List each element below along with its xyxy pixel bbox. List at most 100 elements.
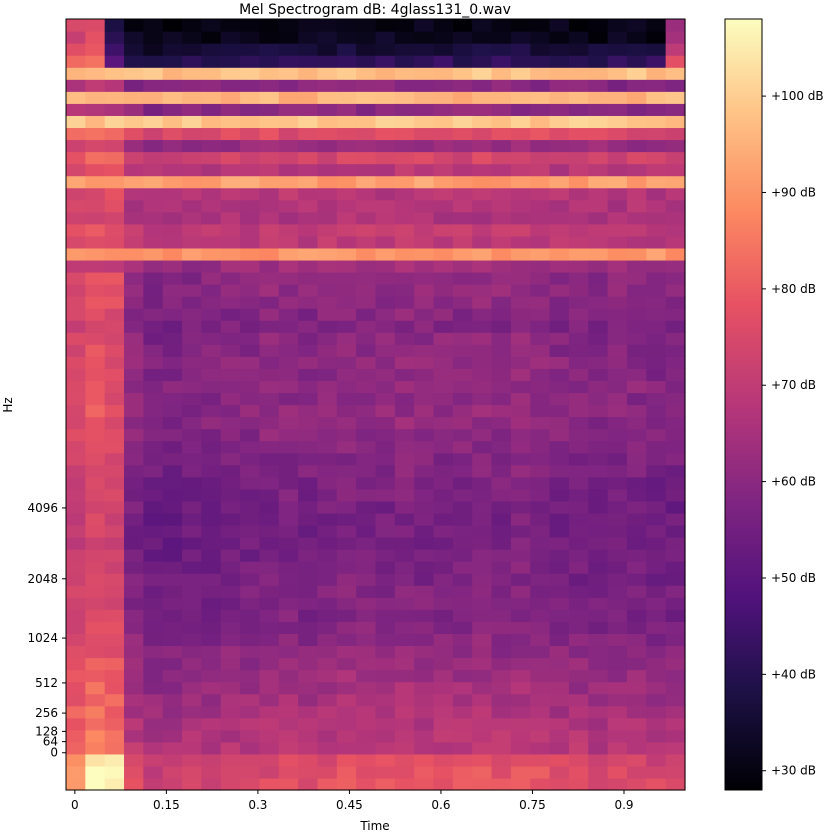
heatmap-cell — [298, 296, 319, 309]
heatmap-cell — [336, 332, 357, 345]
heatmap-cell — [491, 537, 512, 550]
heatmap-cell — [588, 332, 609, 345]
heatmap-cell — [607, 440, 628, 454]
heatmap-cell — [124, 777, 144, 791]
heatmap-cell — [491, 211, 512, 225]
heatmap-cell — [356, 524, 377, 538]
heatmap-cell — [240, 597, 261, 610]
heatmap-cell — [626, 404, 647, 418]
heatmap-cell — [491, 55, 512, 68]
heatmap-cell — [433, 561, 454, 574]
heatmap-cell — [472, 476, 493, 490]
heatmap-cell — [414, 320, 435, 333]
heatmap-cell — [394, 67, 415, 80]
heatmap-cell — [66, 235, 86, 249]
heatmap-cell — [66, 368, 86, 382]
heatmap-cell — [607, 19, 628, 32]
heatmap-cell — [336, 633, 357, 647]
heatmap-cell — [665, 512, 686, 526]
heatmap-cell — [607, 115, 628, 129]
heatmap-cell — [201, 175, 222, 189]
heatmap-cell — [665, 428, 686, 442]
heatmap-cell — [356, 103, 377, 116]
y-tick-label: 1024 — [27, 631, 58, 645]
heatmap-cell — [626, 705, 647, 719]
heatmap-cell — [143, 729, 164, 743]
heatmap-cell — [240, 681, 261, 695]
heatmap-cell — [607, 705, 628, 719]
heatmap-cell — [394, 115, 415, 129]
heatmap-cell — [549, 55, 570, 68]
heatmap-cell — [414, 416, 435, 430]
heatmap-cell — [472, 753, 493, 767]
heatmap-cell — [588, 717, 609, 731]
heatmap-cell — [162, 452, 183, 466]
heatmap-cell — [491, 320, 512, 333]
heatmap-cell — [201, 223, 222, 237]
heatmap-cell — [317, 597, 338, 610]
heatmap-cell — [66, 404, 86, 418]
heatmap-cell — [143, 151, 164, 165]
heatmap-cell — [530, 500, 551, 514]
heatmap-cell — [646, 753, 667, 767]
heatmap-cell — [124, 320, 144, 333]
heatmap-cell — [220, 488, 241, 502]
heatmap-cell — [549, 127, 570, 141]
heatmap-cell — [240, 284, 261, 297]
heatmap-cell — [66, 187, 86, 201]
heatmap-cell — [549, 669, 570, 683]
heatmap-cell — [201, 597, 222, 610]
heatmap-cell — [665, 259, 686, 273]
heatmap-cell — [182, 271, 202, 285]
heatmap-cell — [317, 284, 338, 297]
heatmap-cell — [124, 621, 144, 634]
heatmap-cell — [85, 235, 106, 249]
heatmap-cell — [433, 175, 454, 189]
heatmap-cell — [317, 621, 338, 634]
heatmap-cell — [665, 524, 686, 538]
heatmap-cell — [665, 151, 686, 165]
heatmap-cell — [588, 103, 609, 116]
heatmap-cell — [317, 211, 338, 225]
heatmap-cell — [66, 693, 86, 707]
heatmap-cell — [240, 537, 261, 550]
heatmap-cell — [143, 127, 164, 141]
heatmap-cell — [317, 524, 338, 538]
heatmap-cell — [66, 139, 86, 153]
heatmap-cell — [452, 524, 473, 538]
heatmap-cell — [124, 500, 144, 514]
heatmap-cell — [588, 31, 609, 44]
heatmap-cell — [665, 247, 686, 261]
heatmap-cell — [588, 741, 609, 755]
heatmap-cell — [433, 308, 454, 321]
heatmap-cell — [201, 296, 222, 309]
heatmap-cell — [104, 235, 125, 249]
heatmap-cell — [665, 199, 686, 213]
heatmap-cell — [259, 633, 280, 647]
heatmap-cell — [568, 332, 589, 345]
heatmap-cell — [568, 681, 589, 695]
heatmap-cell — [66, 585, 86, 598]
heatmap-cell — [452, 633, 473, 647]
heatmap-cell — [472, 103, 493, 116]
heatmap-cell — [356, 669, 377, 683]
heatmap-cell — [201, 609, 222, 622]
heatmap-cell — [452, 404, 473, 418]
heatmap-cell — [201, 103, 222, 116]
heatmap-cell — [433, 19, 454, 32]
heatmap-cell — [143, 211, 164, 225]
heatmap-cell — [104, 753, 125, 767]
heatmap-cell — [298, 115, 319, 129]
heatmap-cell — [549, 139, 570, 153]
heatmap-cell — [85, 597, 106, 610]
heatmap-cell — [472, 151, 493, 165]
heatmap-cell — [588, 247, 609, 261]
heatmap-cell — [259, 211, 280, 225]
heatmap-cell — [588, 537, 609, 550]
heatmap-cell — [549, 585, 570, 598]
heatmap-cell — [414, 488, 435, 502]
heatmap-cell — [278, 380, 299, 394]
heatmap-cell — [336, 705, 357, 719]
heatmap-cell — [491, 500, 512, 514]
heatmap-cell — [124, 476, 144, 490]
